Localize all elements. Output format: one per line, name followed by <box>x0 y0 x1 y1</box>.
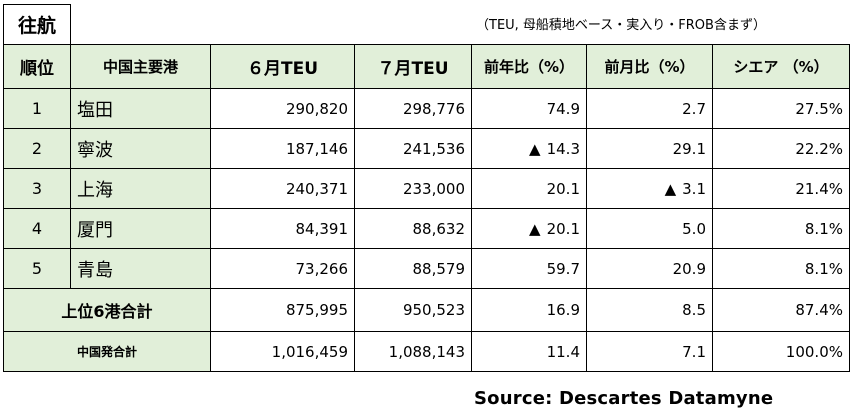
july-teu-cell: 241,536 <box>354 128 472 169</box>
mom-value: 2.7 <box>682 99 706 118</box>
header-yoy: 前年比（%） <box>471 44 587 89</box>
july-teu-cell: 233,000 <box>354 168 472 209</box>
june-teu-cell: 290,820 <box>210 88 355 129</box>
china-total-june: 1,016,459 <box>210 331 355 372</box>
yoy-cell: ▲ 14.3 <box>471 128 587 169</box>
june-teu-cell: 187,146 <box>210 128 355 169</box>
mom-cell: ▲ 3.1 <box>586 168 713 209</box>
mom-value: 5.0 <box>682 219 706 238</box>
table-row: 5 青島 73,266 88,579 59.7 20.9 8.1% <box>3 248 850 289</box>
china-total-july: 1,088,143 <box>354 331 472 372</box>
header-row: 順位 中国主要港 ６月TEU ７月TEU 前年比（%） 前月比（%） シエア （… <box>3 44 850 89</box>
rank-cell: 5 <box>3 248 71 289</box>
top6-share: 87.4% <box>712 288 850 332</box>
share-cell: 22.2% <box>712 128 850 169</box>
port-cell: 塩田 <box>70 88 211 129</box>
top6-label: 上位6港合計 <box>3 288 211 332</box>
mom-value: 20.9 <box>672 259 706 278</box>
june-teu-cell: 73,266 <box>210 248 355 289</box>
table-row: 1 塩田 290,820 298,776 74.9 2.7 27.5% <box>3 88 850 129</box>
header-mom: 前月比（%） <box>586 44 713 89</box>
china-total-mom: 7.1 <box>586 331 713 372</box>
table-row: 2 寧波 187,146 241,536 ▲ 14.3 29.1 22.2% <box>3 128 850 169</box>
header-june: ６月TEU <box>210 44 355 89</box>
rank-cell: 1 <box>3 88 71 129</box>
decrease-triangle-icon: ▲ <box>529 219 541 238</box>
top6-mom: 8.5 <box>586 288 713 332</box>
july-teu-cell: 298,776 <box>354 88 472 129</box>
july-teu-cell: 88,579 <box>354 248 472 289</box>
rank-cell: 3 <box>3 168 71 209</box>
rank-cell: 4 <box>3 208 71 249</box>
mom-value: 29.1 <box>672 139 706 158</box>
yoy-cell: 74.9 <box>471 88 587 129</box>
decrease-triangle-icon: ▲ <box>529 139 541 158</box>
top6-yoy: 16.9 <box>471 288 587 332</box>
mom-value: 3.1 <box>682 179 706 198</box>
june-teu-cell: 240,371 <box>210 168 355 209</box>
page-title: 往航 <box>3 4 71 44</box>
mom-cell: 29.1 <box>586 128 713 169</box>
rank-cell: 2 <box>3 128 71 169</box>
port-cell: 寧波 <box>70 128 211 169</box>
share-cell: 21.4% <box>712 168 850 209</box>
decrease-triangle-icon: ▲ <box>664 179 677 198</box>
top6-july: 950,523 <box>354 288 472 332</box>
port-teu-table: 順位 中国主要港 ６月TEU ７月TEU 前年比（%） 前月比（%） シエア （… <box>3 44 850 372</box>
header-july: ７月TEU <box>354 44 472 89</box>
china-total-row: 中国発合計 1,016,459 1,088,143 11.4 7.1 100.0… <box>3 331 850 372</box>
port-cell: 厦門 <box>70 208 211 249</box>
mom-cell: 2.7 <box>586 88 713 129</box>
top6-june: 875,995 <box>210 288 355 332</box>
share-cell: 27.5% <box>712 88 850 129</box>
header-port: 中国主要港 <box>70 44 211 89</box>
mom-cell: 20.9 <box>586 248 713 289</box>
table-row: 3 上海 240,371 233,000 20.1 ▲ 3.1 21.4% <box>3 168 850 209</box>
yoy-value: 14.3 <box>546 139 580 158</box>
table-row: 4 厦門 84,391 88,632 ▲ 20.1 5.0 8.1% <box>3 208 850 249</box>
share-cell: 8.1% <box>712 208 850 249</box>
yoy-cell: 20.1 <box>471 168 587 209</box>
share-cell: 8.1% <box>712 248 850 289</box>
yoy-value: 59.7 <box>546 259 580 278</box>
june-teu-cell: 84,391 <box>210 208 355 249</box>
china-total-yoy: 11.4 <box>471 331 587 372</box>
port-cell: 青島 <box>70 248 211 289</box>
source-credit: Source: Descartes Datamyne <box>474 388 774 409</box>
yoy-cell: 59.7 <box>471 248 587 289</box>
yoy-value: 74.9 <box>546 99 580 118</box>
unit-note: （TEU, 母船積地ベース・実入り・FROB含まず） <box>476 18 766 33</box>
port-cell: 上海 <box>70 168 211 209</box>
mom-cell: 5.0 <box>586 208 713 249</box>
china-total-share: 100.0% <box>712 331 850 372</box>
yoy-value: 20.1 <box>546 179 580 198</box>
top6-total-row: 上位6港合計 875,995 950,523 16.9 8.5 87.4% <box>3 288 850 332</box>
header-rank: 順位 <box>3 44 71 89</box>
yoy-cell: ▲ 20.1 <box>471 208 587 249</box>
china-total-label: 中国発合計 <box>3 331 211 372</box>
header-share: シエア （%） <box>712 44 850 89</box>
yoy-value: 20.1 <box>546 219 580 238</box>
july-teu-cell: 88,632 <box>354 208 472 249</box>
